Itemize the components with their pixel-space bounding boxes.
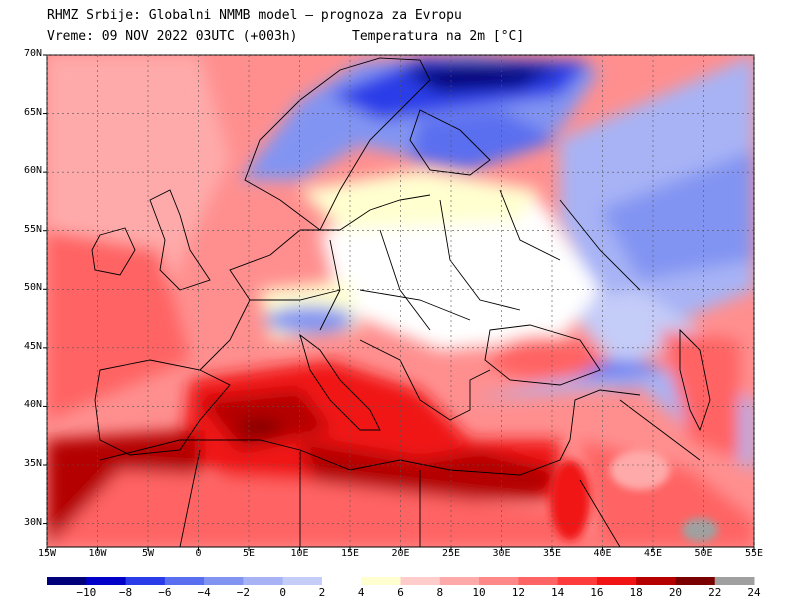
colorbar-swatch (125, 577, 166, 585)
colorbar-label: −4 (197, 586, 211, 599)
colorbar-label: −8 (118, 586, 133, 599)
colorbar-swatch (321, 577, 362, 585)
lon-label: 0 (195, 548, 202, 559)
colorbar-label: 18 (629, 586, 643, 599)
colorbar-swatch (714, 577, 755, 585)
colorbar-swatch (518, 577, 559, 585)
colorbar-swatch (86, 577, 127, 585)
colorbar-label: −6 (158, 586, 172, 599)
lat-label: 55N (23, 223, 42, 235)
colorbar-swatch (47, 577, 87, 585)
colorbar-swatch (400, 577, 441, 585)
forecast-time: Vreme: 09 NOV 2022 03UTC (+003h) (47, 29, 298, 44)
lon-label: 10W (88, 548, 107, 559)
colorbar-swatch (204, 577, 244, 585)
colorbar-label: 2 (318, 586, 326, 599)
colorbar-label: 24 (747, 586, 761, 599)
lon-label: 10E (290, 548, 309, 559)
lon-label: 5W (141, 548, 155, 559)
colorbar-label: −2 (236, 586, 250, 599)
lat-label: 70N (23, 48, 42, 59)
lat-label: 30N (23, 516, 42, 528)
coastlines (91, 57, 711, 547)
colorbar-swatch (439, 577, 480, 585)
lon-label: 30E (492, 548, 511, 559)
colorbar-swatch (243, 577, 284, 585)
colorbar-swatch (596, 577, 637, 585)
colorbar-label: 10 (472, 586, 486, 599)
colorbar-label: 0 (279, 586, 286, 599)
variable-label: Temperatura na 2m [°C] (352, 29, 525, 44)
colorbar-label: 16 (590, 586, 604, 599)
colorbar-swatch (164, 577, 205, 585)
lon-label: 50E (694, 548, 713, 559)
colorbar-label: 20 (668, 586, 683, 599)
lat-label: 50N (23, 282, 42, 294)
colorbar-swatch (479, 577, 519, 585)
lon-label: 15W (37, 548, 57, 559)
colorbar-swatch (282, 577, 323, 585)
lon-label: 15E (340, 548, 360, 559)
lon-label: 35E (542, 548, 562, 559)
lat-label: 65N (23, 106, 42, 118)
lon-label: 25E (441, 548, 461, 559)
colorbar-swatch (557, 577, 598, 585)
axis-ticks (43, 54, 755, 551)
map-title: RHMZ Srbije: Globalni NMMB model — progn… (47, 8, 462, 23)
colorbar (47, 577, 755, 585)
lon-label: 45E (643, 548, 663, 559)
colorbar-label: 8 (436, 586, 444, 599)
colorbar-label: −10 (76, 586, 97, 599)
lat-label: 45N (23, 340, 42, 352)
graticule (46, 54, 755, 547)
colorbar-label: 14 (550, 586, 565, 599)
lat-label: 40N (23, 399, 42, 411)
colorbar-swatch (361, 577, 401, 585)
colorbar-swatch (675, 577, 716, 585)
colorbar-label: 12 (511, 586, 525, 599)
lat-label: 60N (23, 165, 42, 177)
lat-label: 35N (23, 458, 42, 469)
lon-label: 40E (593, 548, 612, 559)
colorbar-label: 4 (357, 586, 365, 599)
colorbar-label: 6 (397, 586, 404, 599)
lon-label: 55E (744, 548, 764, 559)
colorbar-label: 22 (708, 586, 722, 599)
lon-label: 20E (391, 548, 410, 559)
lon-label: 5E (242, 548, 256, 559)
colorbar-swatch (636, 577, 676, 585)
